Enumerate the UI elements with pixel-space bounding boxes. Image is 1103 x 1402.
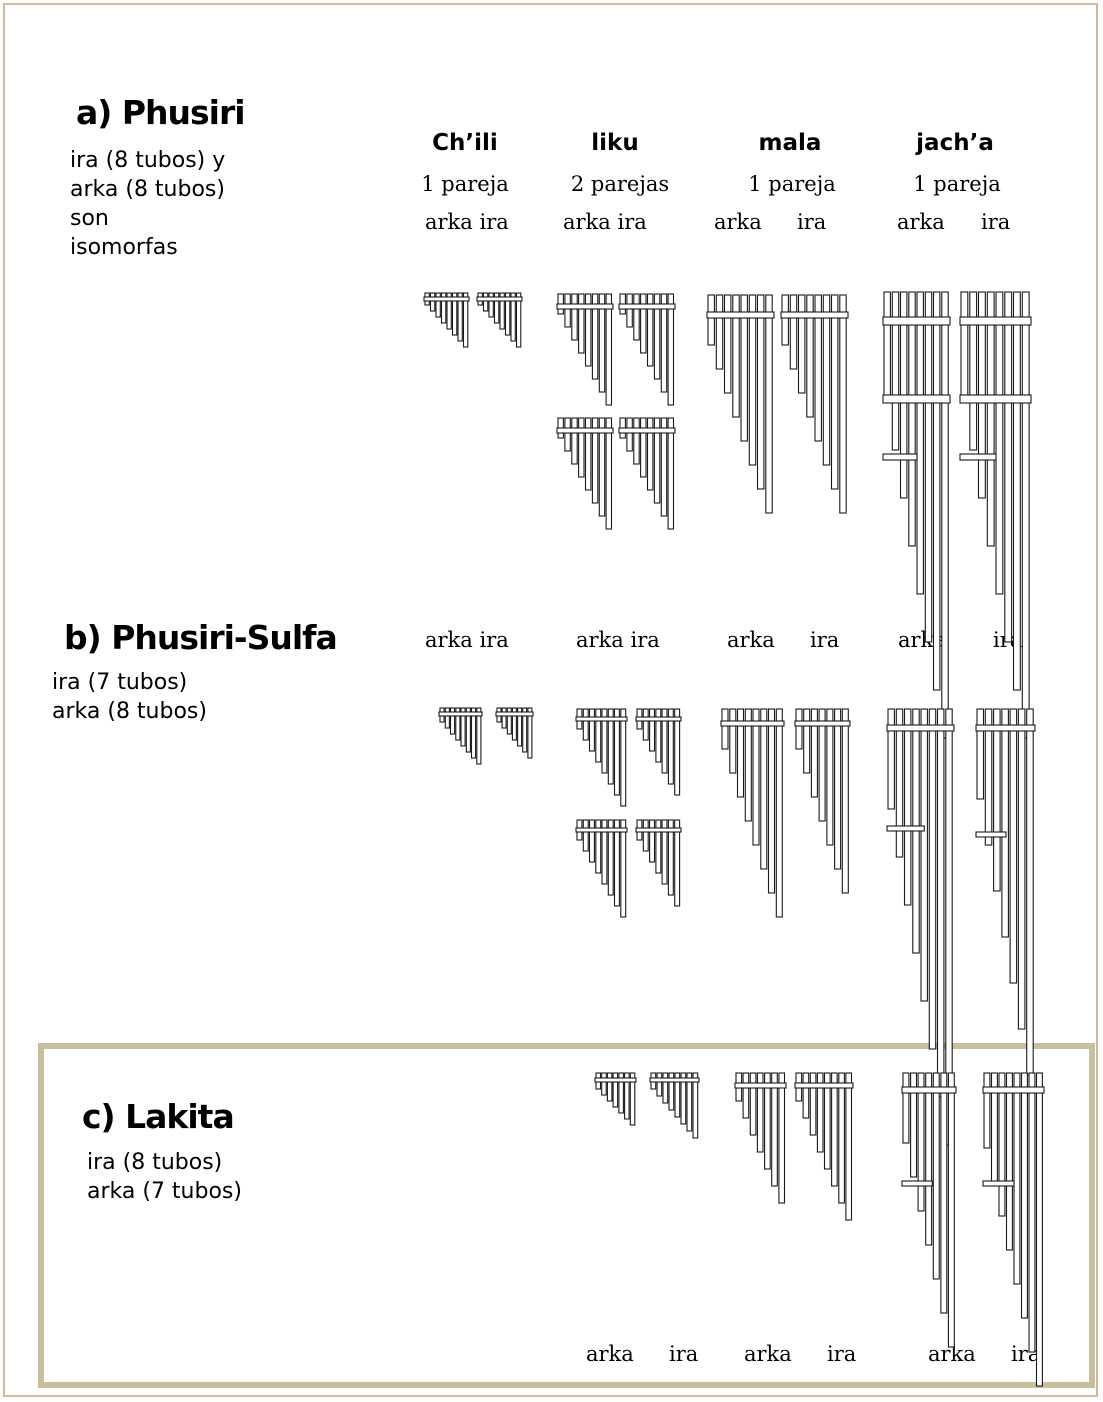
label-arka-ira: arka ira — [576, 628, 660, 652]
label-ira: ira — [669, 1342, 699, 1366]
panpipe-icon — [982, 1072, 1045, 1387]
page-frame — [3, 3, 1098, 1397]
section-b-title: b) Phusiri-Sulfa — [64, 618, 338, 657]
panpipe-icon — [635, 819, 682, 907]
panpipe-icon — [423, 292, 470, 348]
label-arka: arka — [897, 210, 945, 234]
section-c-desc-line: ira (8 tubos) — [87, 1150, 223, 1175]
section-b-desc-line: arka (8 tubos) — [52, 699, 207, 724]
panpipe-icon — [635, 708, 682, 796]
section-a-desc-line: ira (8 tubos) y — [70, 148, 226, 173]
panpipe-icon — [734, 1072, 787, 1204]
panpipe-icon — [438, 707, 483, 765]
panpipe-icon — [780, 294, 849, 514]
panpipe-icon — [720, 708, 785, 918]
column-header-liku: liku — [591, 130, 639, 156]
label-arka: arka — [744, 1342, 792, 1366]
label-ira: ira — [797, 210, 827, 234]
panpipe-icon — [794, 708, 851, 894]
label-arka: arka — [727, 628, 775, 652]
panpipe-icon — [649, 1072, 700, 1139]
panpipe-icon — [975, 708, 1036, 1076]
section-c-desc: ira (8 tubos) arka (7 tubos) — [87, 1148, 242, 1206]
column-pairs-chili: 1 pareja — [421, 172, 509, 196]
section-b-desc: ira (7 tubos) arka (8 tubos) — [52, 668, 207, 726]
section-c-desc-line: arka (7 tubos) — [87, 1179, 242, 1204]
panpipe-icon — [882, 291, 951, 739]
panpipe-icon — [618, 293, 676, 406]
column-pairs-liku: 2 parejas — [570, 172, 670, 196]
panpipe-icon — [594, 1072, 637, 1126]
section-b-desc-line: ira (7 tubos) — [52, 670, 188, 695]
panpipe-icon — [886, 708, 955, 1146]
panpipe-icon — [618, 417, 676, 530]
label-arka-ira: arka ira — [563, 210, 647, 234]
section-a-desc-line: isomorfas — [70, 235, 178, 260]
section-a-desc-line: arka (8 tubos) — [70, 177, 225, 202]
label-ira: ira — [981, 210, 1011, 234]
panpipe-icon — [901, 1072, 957, 1348]
section-c-title: c) Lakita — [82, 1097, 235, 1136]
label-arka: arka — [586, 1342, 634, 1366]
label-ira: ira — [810, 628, 840, 652]
column-header-mala: mala — [758, 130, 822, 156]
panpipe-icon — [556, 417, 614, 530]
panpipe-icon — [575, 819, 628, 918]
section-c-frame — [38, 1043, 1095, 1388]
column-header-jacha: jach’a — [916, 130, 994, 156]
label-arka: arka — [714, 210, 762, 234]
section-a-desc-line: son — [70, 206, 109, 231]
column-pairs-mala: 1 pareja — [748, 172, 836, 196]
panpipe-icon — [476, 292, 523, 348]
column-header-chili: Ch’ili — [432, 130, 498, 156]
panpipe-icon — [575, 708, 628, 807]
section-a-title: a) Phusiri — [76, 93, 246, 132]
panpipe-icon — [706, 294, 775, 514]
panpipe-icon — [556, 293, 614, 406]
panpipe-icon — [495, 707, 534, 759]
panpipe-icon — [959, 291, 1032, 739]
label-arka-ira: arka ira — [425, 210, 509, 234]
panpipe-icon — [794, 1072, 854, 1221]
section-a-desc: ira (8 tubos) y arka (8 tubos) son isomo… — [70, 146, 225, 262]
label-ira: ira — [827, 1342, 857, 1366]
label-arka-ira: arka ira — [425, 628, 509, 652]
column-pairs-jacha: 1 pareja — [913, 172, 1001, 196]
